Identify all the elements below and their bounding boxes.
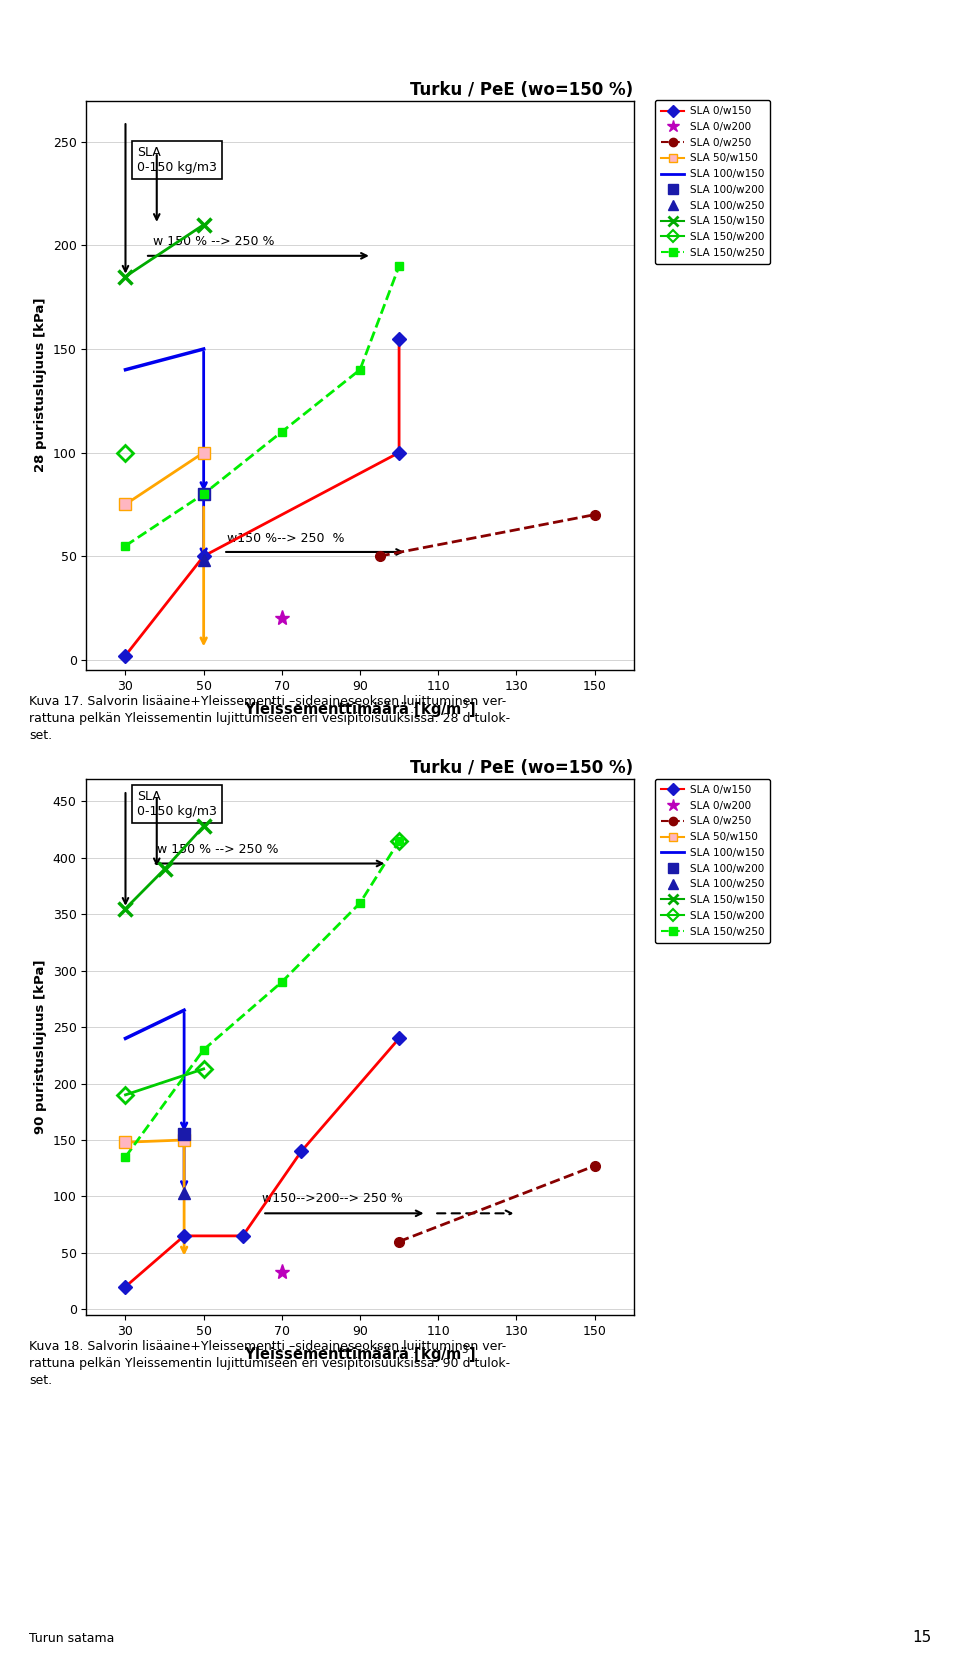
Text: SLA
0-150 kg/m3: SLA 0-150 kg/m3 <box>137 791 217 817</box>
Text: Turku / PeE (wo=150 %): Turku / PeE (wo=150 %) <box>411 80 634 99</box>
Legend: SLA 0/w150, SLA 0/w200, SLA 0/w250, SLA 50/w150, SLA 100/w150, SLA 100/w200, SLA: SLA 0/w150, SLA 0/w200, SLA 0/w250, SLA … <box>656 779 770 943</box>
Text: 15: 15 <box>912 1630 931 1645</box>
Text: w150 %--> 250  %: w150 %--> 250 % <box>228 531 345 544</box>
X-axis label: Yleissementtimäärä [kg/m$^3$]: Yleissementtimäärä [kg/m$^3$] <box>244 698 476 720</box>
Legend: SLA 0/w150, SLA 0/w200, SLA 0/w250, SLA 50/w150, SLA 100/w150, SLA 100/w200, SLA: SLA 0/w150, SLA 0/w200, SLA 0/w250, SLA … <box>656 100 770 265</box>
Text: w 150 % --> 250 %: w 150 % --> 250 % <box>153 236 275 248</box>
Y-axis label: 90 puristuslujuus [kPa]: 90 puristuslujuus [kPa] <box>35 960 47 1134</box>
Text: SLA
0-150 kg/m3: SLA 0-150 kg/m3 <box>137 146 217 174</box>
Text: Turku / PeE (wo=150 %): Turku / PeE (wo=150 %) <box>411 759 634 777</box>
Text: Kuva 17. Salvorin lisäaine+Yleissementti –sideaineseoksen lujittuminen ver-
ratt: Kuva 17. Salvorin lisäaine+Yleissementti… <box>29 695 510 742</box>
X-axis label: Yleissementtimäärä [kg/m$^3$]: Yleissementtimäärä [kg/m$^3$] <box>244 1343 476 1365</box>
Text: w150-->200--> 250 %: w150-->200--> 250 % <box>262 1193 403 1204</box>
Text: w 150 % --> 250 %: w 150 % --> 250 % <box>156 843 278 856</box>
Y-axis label: 28 puristuslujuus [kPa]: 28 puristuslujuus [kPa] <box>35 298 47 472</box>
Text: Turun satama: Turun satama <box>29 1631 114 1645</box>
Text: Kuva 18. Salvorin lisäaine+Yleissementti –sideaineseoksen lujittuminen ver-
ratt: Kuva 18. Salvorin lisäaine+Yleissementti… <box>29 1340 510 1387</box>
